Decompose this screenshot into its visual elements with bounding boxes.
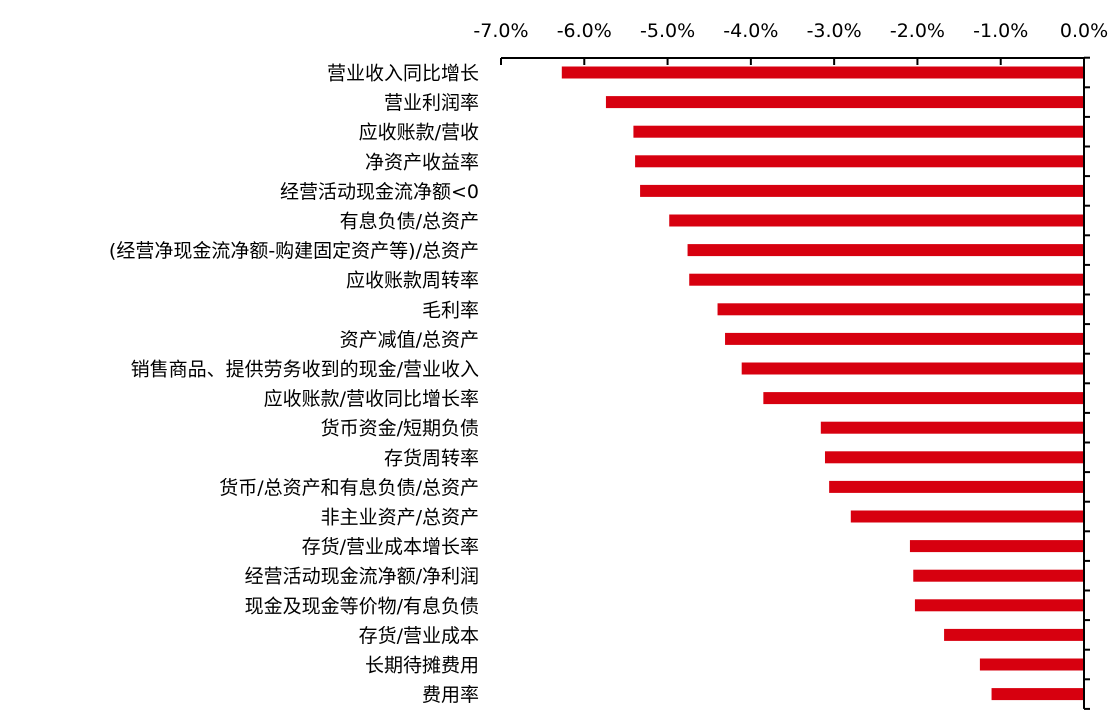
bars-layer xyxy=(561,66,1084,701)
x-tick-label: -5.0% xyxy=(640,20,695,42)
bar-1 xyxy=(561,66,1084,79)
bar-11 xyxy=(741,362,1084,375)
bar-5 xyxy=(640,184,1084,197)
x-tick-label: -3.0% xyxy=(807,20,862,42)
bar-20 xyxy=(944,628,1084,641)
category-label: 应收账款/营收同比增长率 xyxy=(264,388,479,410)
category-label: 有息负债/总资产 xyxy=(340,211,479,233)
category-label: 货币/总资产和有息负债/总资产 xyxy=(219,477,479,499)
category-label: 非主业资产/总资产 xyxy=(321,507,479,529)
category-label: (经营净现金流净额-购建固定资产等)/总资产 xyxy=(109,240,479,262)
bar-22 xyxy=(991,688,1084,701)
bar-18 xyxy=(913,569,1084,582)
category-label: 应收账款周转率 xyxy=(346,270,479,292)
bar-14 xyxy=(824,451,1084,464)
bar-10 xyxy=(725,332,1084,345)
x-tick-label: -6.0% xyxy=(557,20,612,42)
x-tick-label: -2.0% xyxy=(890,20,945,42)
x-tick-label: -7.0% xyxy=(473,20,528,42)
bar-21 xyxy=(979,658,1084,671)
category-label: 销售商品、提供劳务收到的现金/营业收入 xyxy=(131,359,479,381)
category-label: 经营活动现金流净额<0 xyxy=(280,181,479,203)
bar-16 xyxy=(850,510,1084,523)
category-label: 营业收入同比增长 xyxy=(327,63,479,85)
bar-7 xyxy=(687,244,1084,257)
category-label: 长期待摊费用 xyxy=(365,655,479,677)
category-label: 营业利润率 xyxy=(384,92,479,114)
x-tick-label: -1.0% xyxy=(973,20,1028,42)
x-axis: -7.0% -6.0% -5.0% -4.0% -3.0% -2.0% -1.0% 0.0% xyxy=(473,20,1108,65)
bar-15 xyxy=(829,480,1084,493)
bar-12 xyxy=(763,392,1084,405)
category-label: 存货/营业成本增长率 xyxy=(302,536,479,558)
category-label: 货币资金/短期负债 xyxy=(321,418,479,440)
bar-6 xyxy=(669,214,1084,227)
category-label: 费用率 xyxy=(422,684,479,706)
category-label: 存货/营业成本 xyxy=(359,625,479,647)
bar-8 xyxy=(689,273,1084,286)
x-tick-label: 0.0% xyxy=(1060,20,1108,42)
bar-9 xyxy=(717,303,1084,316)
category-label: 经营活动现金流净额/净利润 xyxy=(245,566,479,588)
bar-13 xyxy=(820,421,1084,434)
category-label: 存货周转率 xyxy=(384,447,479,469)
category-label: 毛利率 xyxy=(422,299,479,321)
category-label: 现金及现金等价物/有息负债 xyxy=(245,595,479,617)
bar-4 xyxy=(635,155,1084,168)
category-label: 资产减值/总资产 xyxy=(340,329,479,351)
y-axis xyxy=(1083,56,1090,710)
category-label: 净资产收益率 xyxy=(365,151,479,173)
bar-17 xyxy=(909,540,1084,553)
bar-19 xyxy=(914,599,1084,612)
x-tick-label: -4.0% xyxy=(723,20,778,42)
category-label: 应收账款/营收 xyxy=(359,122,479,144)
bar-3 xyxy=(633,125,1084,138)
bar-2 xyxy=(605,96,1084,109)
